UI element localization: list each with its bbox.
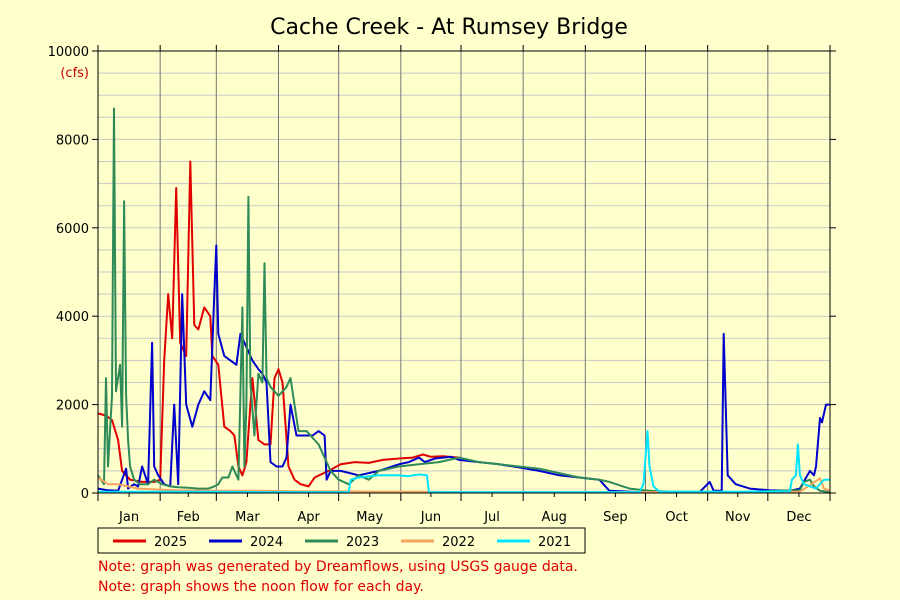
series-line-2023 [97,107,831,494]
legend-label-2025: 2025 [154,535,187,550]
y-tick-label: 6000 [56,222,89,237]
y-tick-label: 4000 [56,310,89,325]
legend-label-2022: 2022 [442,535,475,550]
legend-label-2021: 2021 [538,535,571,550]
x-tick-label: Aug [542,510,567,525]
x-tick-label: Jul [483,510,500,525]
x-tick-label: Jun [420,510,441,525]
y-tick-label: 0 [81,487,89,502]
chart-title: Cache Creek - At Rumsey Bridge [270,15,628,40]
y-unit-label: (cfs) [60,66,89,81]
x-tick-label: Nov [725,510,751,525]
series-line-2021 [98,430,830,494]
x-tick-label: Feb [177,510,200,525]
legend-label-2023: 2023 [346,535,379,550]
series-line-2025 [97,160,460,488]
x-tick-label: Jan [118,510,139,525]
plot-area: 0 2000 4000 6000 8000 10000 Jan Feb Mar Apr May Jun… [48,45,836,525]
legend: 2025 2024 2023 2022 2021 [97,527,586,554]
x-tick-label: Mar [235,510,260,525]
x-tick-label: Dec [786,510,811,525]
y-tick-label: 2000 [56,399,89,414]
x-tick-label: Apr [297,510,320,525]
y-tick-label: 10000 [48,45,89,60]
y-tick-label: 8000 [56,133,89,148]
legend-label-2024: 2024 [250,535,283,550]
x-tick-label: May [356,510,383,525]
x-tick-label: Oct [665,510,687,525]
note-line-2: Note: graph shows the noon flow for each… [98,579,424,595]
note-line-1: Note: graph was generated by Dreamflows,… [98,559,578,575]
plot-frame [97,50,831,494]
x-tick-label: Sep [603,510,628,525]
